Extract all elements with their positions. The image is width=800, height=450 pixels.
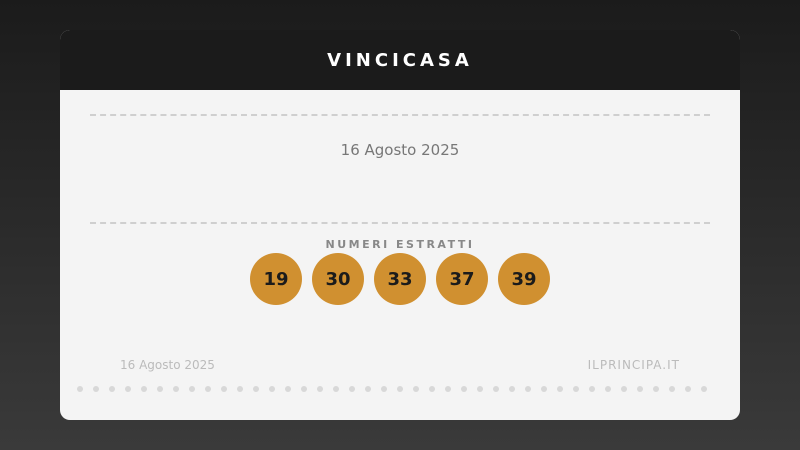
footer-brand: ILPRINCIPA.IT [587,358,680,372]
decorative-dot [349,386,355,392]
numbers-label: NUMERI ESTRATTI [325,238,475,251]
decorative-dot [317,386,323,392]
number-ball: 19 [250,253,302,305]
decorative-dot [525,386,531,392]
game-title: VINCICASA [327,49,473,71]
number-ball: 37 [436,253,488,305]
decorative-dot [653,386,659,392]
draw-date: 16 Agosto 2025 [340,141,460,159]
decorative-dot [77,386,83,392]
number-ball: 30 [312,253,364,305]
card-header: VINCICASA [60,30,740,90]
dot-border [77,386,707,392]
number-ball: 33 [374,253,426,305]
decorative-dot [557,386,563,392]
decorative-dot [541,386,547,392]
decorative-dot [429,386,435,392]
decorative-dot [621,386,627,392]
decorative-dot [205,386,211,392]
decorative-dot [637,386,643,392]
decorative-dot [461,386,467,392]
decorative-dot [493,386,499,392]
result-card: VINCICASA 16 Agosto 2025 NUMERI ESTRATTI… [60,30,740,420]
decorative-dot [189,386,195,392]
decorative-dot [573,386,579,392]
decorative-dot [285,386,291,392]
decorative-dot [509,386,515,392]
decorative-dot [301,386,307,392]
decorative-dot [125,386,131,392]
decorative-dot [589,386,595,392]
decorative-dot [157,386,163,392]
decorative-dot [685,386,691,392]
decorative-dot [237,386,243,392]
decorative-dot [397,386,403,392]
decorative-dot [173,386,179,392]
decorative-dot [381,386,387,392]
decorative-dot [221,386,227,392]
number-ball: 39 [498,253,550,305]
numbers-list: 19 30 33 37 39 [60,253,740,305]
decorative-dot [253,386,259,392]
decorative-dot [93,386,99,392]
decorative-dot [269,386,275,392]
divider [90,222,710,224]
decorative-dot [109,386,115,392]
decorative-dot [669,386,675,392]
decorative-dot [605,386,611,392]
divider [90,114,710,116]
decorative-dot [141,386,147,392]
decorative-dot [333,386,339,392]
footer-date: 16 Agosto 2025 [120,358,215,372]
decorative-dot [445,386,451,392]
decorative-dot [365,386,371,392]
decorative-dot [413,386,419,392]
decorative-dot [701,386,707,392]
decorative-dot [477,386,483,392]
